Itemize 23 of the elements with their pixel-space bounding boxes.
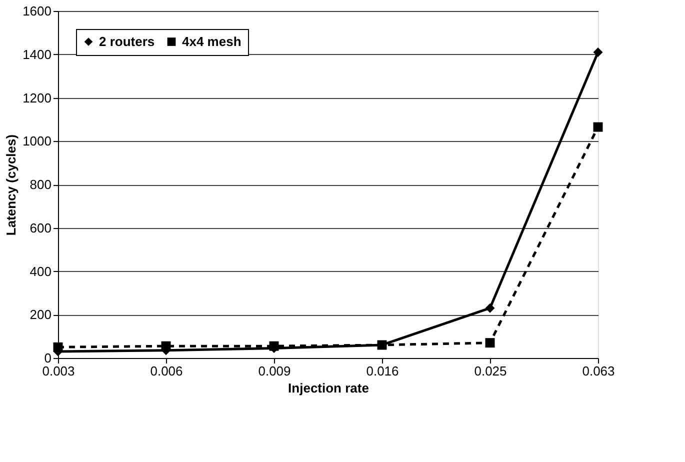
x-axis-title: Injection rate <box>288 380 369 396</box>
legend-label: 2 routers <box>99 34 155 49</box>
y-tick-label: 600 <box>30 220 52 236</box>
y-tick-label: 1000 <box>22 134 52 149</box>
x-tick-label: 0.006 <box>150 364 183 378</box>
y-tick-label: 400 <box>30 264 52 279</box>
x-tick-label: 0.016 <box>366 364 399 378</box>
x-tick-label: 0.063 <box>582 364 615 378</box>
y-tick-label: 1400 <box>22 46 52 62</box>
x-tick-label: 0.025 <box>474 364 507 378</box>
legend-label: 4x4 mesh <box>182 34 242 49</box>
point <box>485 303 495 313</box>
y-tick-label: 1200 <box>22 90 52 106</box>
point <box>485 338 495 348</box>
x-tick-label: 0.003 <box>42 364 75 378</box>
point <box>593 122 603 132</box>
y-tick-label: 1600 <box>22 4 52 18</box>
point <box>593 47 603 57</box>
y-axis-title: Latency (cycles) <box>4 134 19 236</box>
y-tick-label: 200 <box>30 307 52 322</box>
y-tick-label: 0 <box>44 350 52 366</box>
x-tick-label: 0.009 <box>258 364 291 378</box>
y-tick-label: 800 <box>30 177 52 192</box>
